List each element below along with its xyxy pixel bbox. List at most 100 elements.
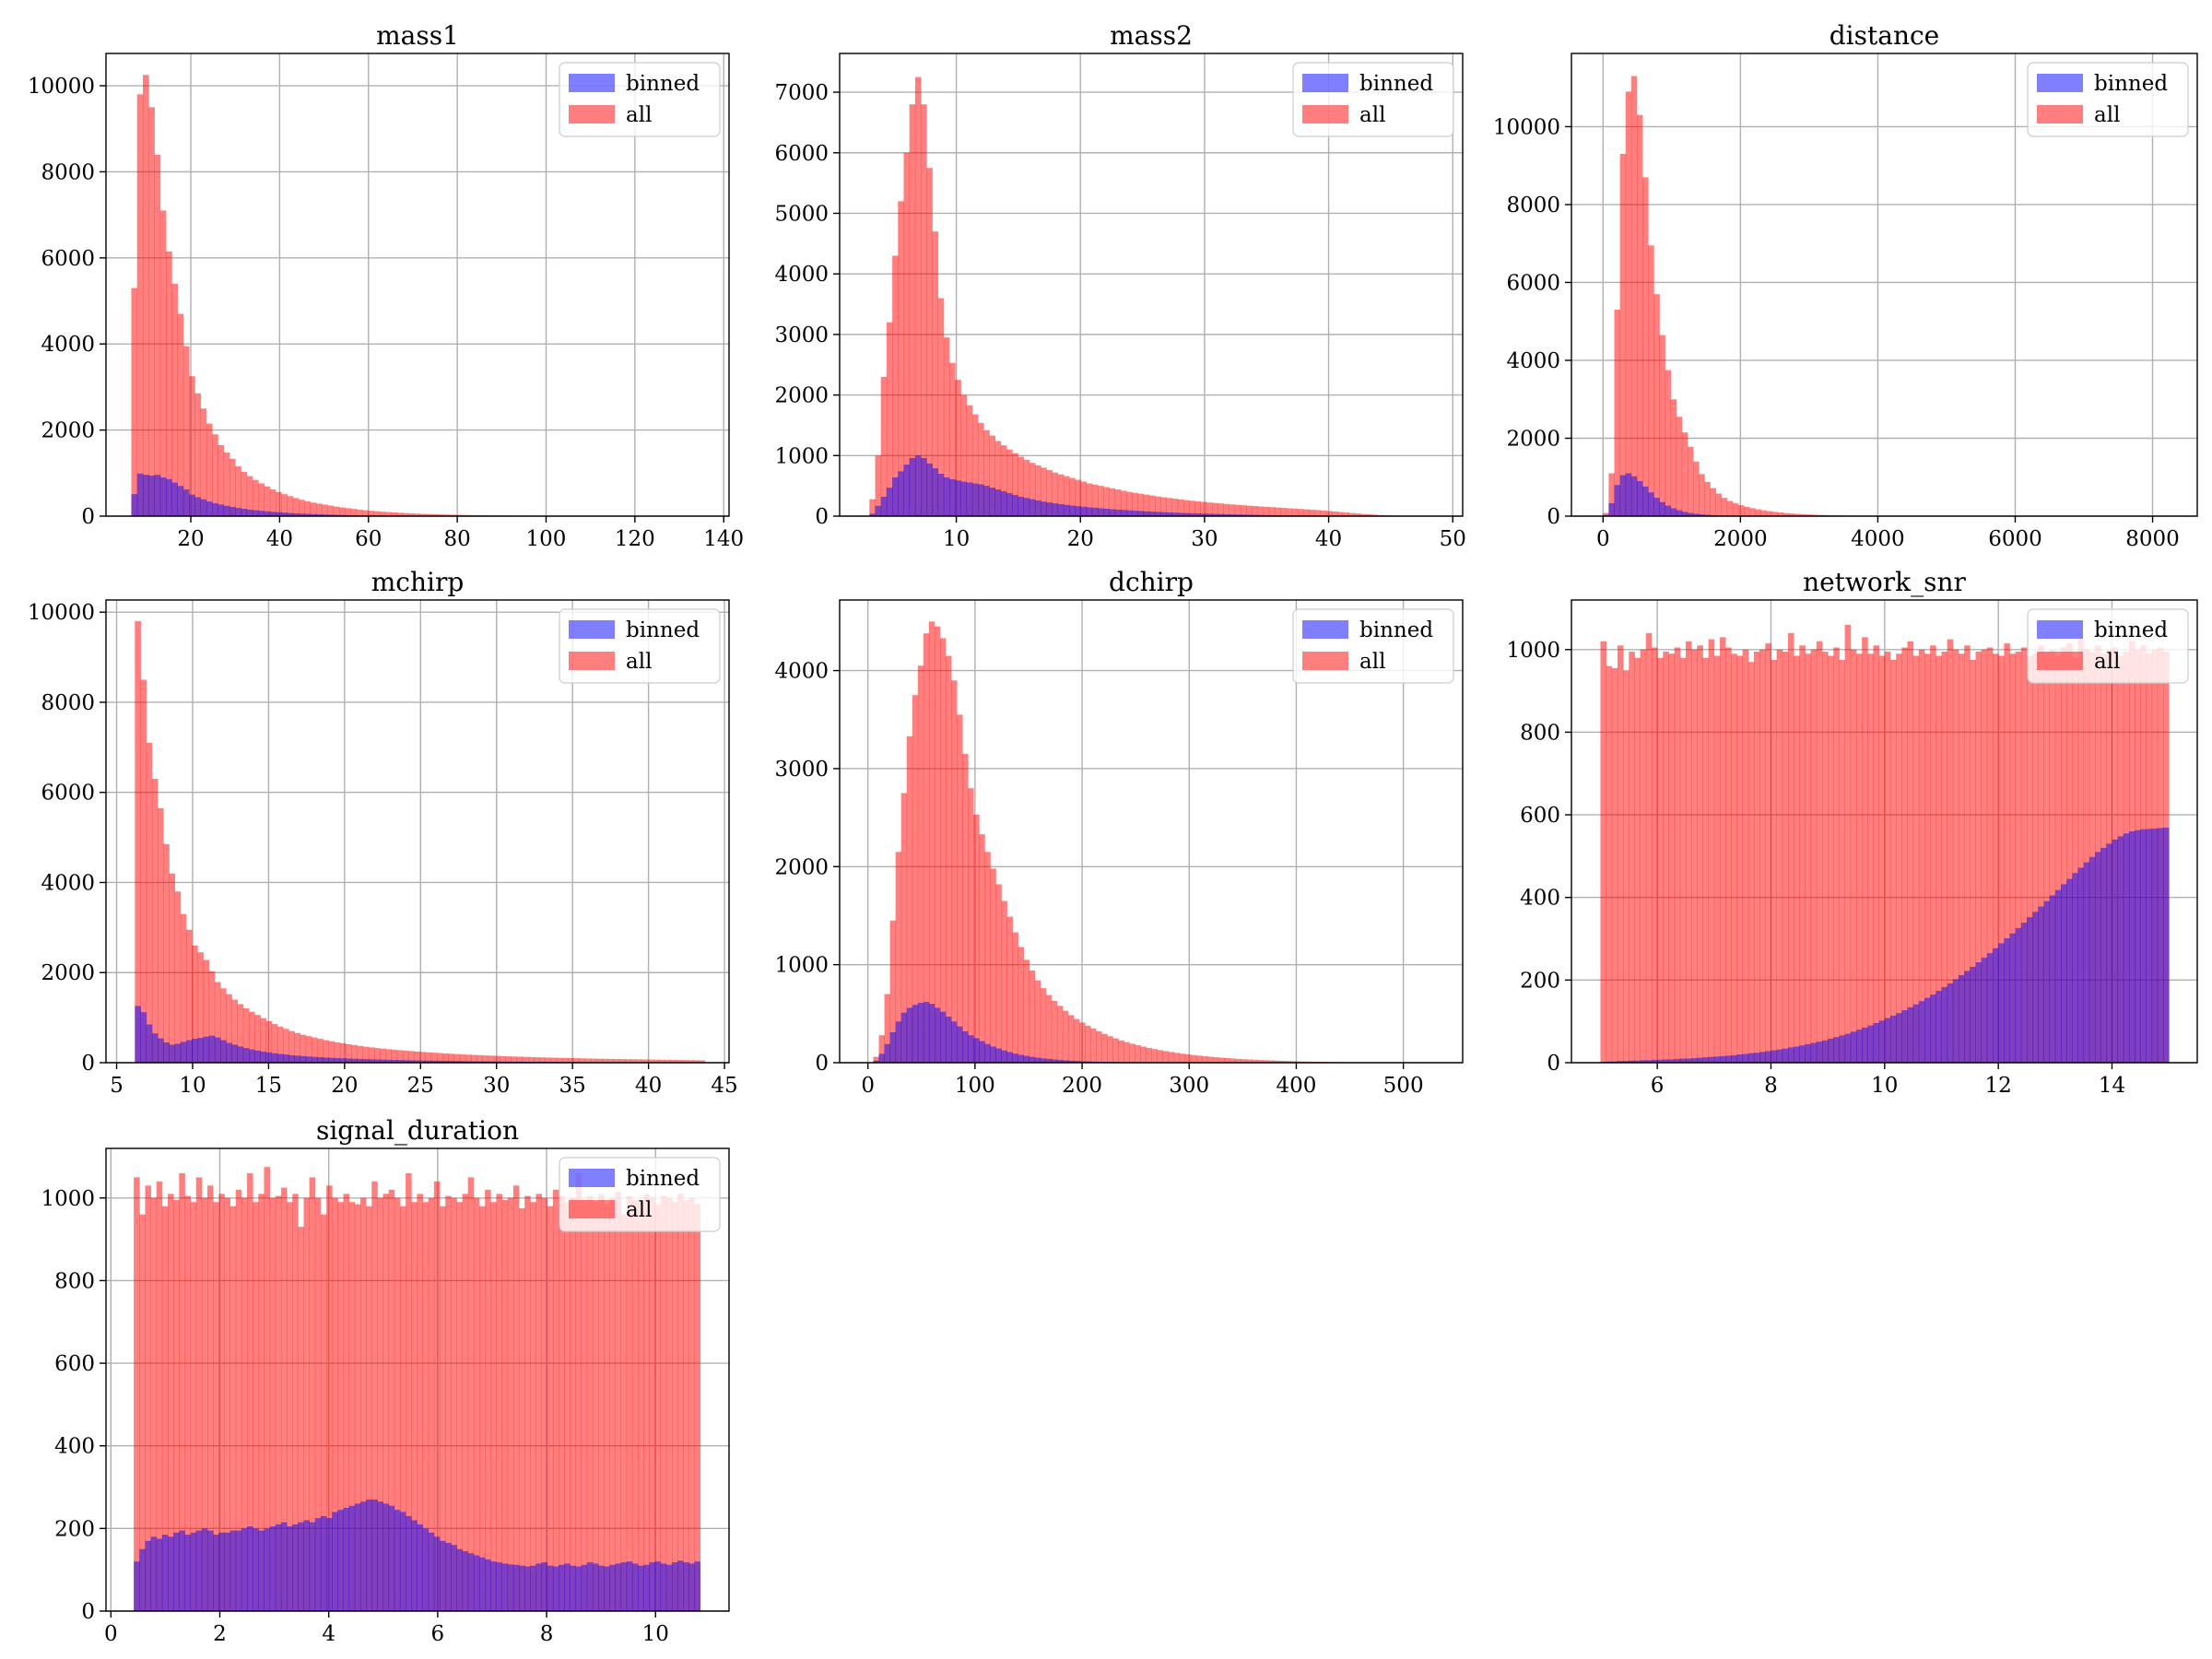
bar-all [258, 483, 265, 516]
bar-binned [292, 512, 300, 516]
bar-binned [1776, 1049, 1783, 1063]
bar-binned [983, 486, 990, 516]
y-tick-label: 4000 [774, 660, 829, 684]
bar-all [1844, 624, 1852, 1063]
bar-binned [886, 488, 893, 516]
bar-all [264, 1167, 271, 1611]
bar-all [620, 1214, 628, 1611]
bar-all [638, 1202, 644, 1611]
bar-all [300, 1034, 307, 1063]
bar-binned [1012, 1053, 1018, 1063]
bar-binned [926, 463, 933, 516]
y-tick-label: 3000 [774, 324, 829, 347]
x-tick-label: 4 [322, 1622, 335, 1646]
bar-binned [530, 1565, 536, 1611]
bar-binned [1862, 1027, 1868, 1063]
bar-all [1023, 459, 1030, 516]
bar-all [604, 1204, 610, 1611]
bar-all [630, 1059, 637, 1063]
bar-all [943, 337, 950, 516]
bar-all [189, 376, 195, 516]
bar-binned [524, 1566, 531, 1611]
bar-all [1168, 1052, 1175, 1063]
bar-binned [433, 1536, 441, 1611]
bar-all [1194, 500, 1201, 516]
bar-binned [305, 1056, 312, 1063]
bar-all [1041, 467, 1047, 516]
bar-all [1179, 1053, 1186, 1063]
bar-all [1177, 499, 1184, 516]
bar-binned [156, 1538, 163, 1611]
bar-binned [2135, 830, 2141, 1063]
bar-binned [694, 1561, 701, 1611]
bar-binned [269, 1526, 276, 1611]
bar-all [886, 322, 893, 516]
bar-all [1143, 494, 1150, 516]
panel-title: signal_duration [316, 1115, 519, 1146]
bar-all [676, 1060, 683, 1063]
bar-all [174, 891, 182, 1063]
series-binned [135, 1006, 706, 1063]
bar-binned [471, 1061, 477, 1063]
bar-binned [145, 1540, 151, 1611]
bar-binned [1787, 1047, 1794, 1063]
bar-binned [150, 1536, 158, 1611]
bar-all [320, 1214, 327, 1611]
bar-all [1285, 1061, 1292, 1063]
y-tick-label: 3000 [774, 758, 829, 782]
bar-binned [957, 1026, 963, 1063]
bar-all [1947, 639, 1954, 1063]
x-tick-label: 12 [1985, 1074, 2012, 1098]
bar-binned [276, 1053, 284, 1063]
bar-all [399, 1206, 406, 1611]
series-all [131, 75, 710, 516]
bar-all [906, 735, 913, 1063]
bar-all [146, 742, 153, 1063]
bar-all [889, 920, 897, 1063]
bar-all [615, 1192, 622, 1611]
legend-swatch-all [2037, 652, 2083, 670]
bar-all [224, 1197, 231, 1611]
bar-all [1623, 670, 1630, 1063]
bar-all [649, 1197, 655, 1611]
bar-all [1206, 502, 1213, 516]
bar-binned [1657, 1059, 1664, 1063]
bar-all [223, 452, 230, 516]
bar-binned [2054, 889, 2062, 1063]
bar-all [1012, 932, 1018, 1063]
bar-binned [878, 1053, 885, 1063]
bar-all [1148, 495, 1156, 516]
bar-all [693, 1060, 700, 1063]
bar-binned [1653, 498, 1660, 516]
bar-binned [2020, 923, 2028, 1063]
bar-all [1325, 511, 1333, 516]
bar-all [1029, 971, 1036, 1063]
bar-all [1109, 488, 1116, 516]
bar-all [1079, 1022, 1086, 1063]
bar-binned [1246, 514, 1253, 516]
bar-all [934, 626, 941, 1063]
bar-all [670, 1059, 677, 1063]
bar-binned [1924, 997, 1931, 1063]
bar-all [1810, 649, 1818, 1063]
bar-binned [442, 1061, 449, 1063]
bar-all [1742, 649, 1749, 1063]
bar-binned [2146, 829, 2153, 1063]
bar-binned [1912, 1004, 1920, 1063]
bar-all [328, 1041, 335, 1063]
bar-all [1850, 649, 1857, 1063]
bar-all [1606, 665, 1613, 1063]
bar-all [276, 1026, 284, 1063]
bar-binned [1148, 512, 1156, 516]
bar-all [200, 408, 207, 516]
bar-binned [248, 1049, 255, 1063]
bar-all [2072, 657, 2078, 1063]
bar-binned [322, 514, 328, 516]
legend-swatch-all [569, 1200, 615, 1218]
bar-binned [949, 478, 956, 516]
bar-binned [1651, 1059, 1658, 1063]
bar-all [564, 1202, 571, 1611]
bar-binned [921, 457, 927, 516]
bar-all [1224, 1058, 1230, 1063]
bar-binned [467, 1553, 475, 1611]
